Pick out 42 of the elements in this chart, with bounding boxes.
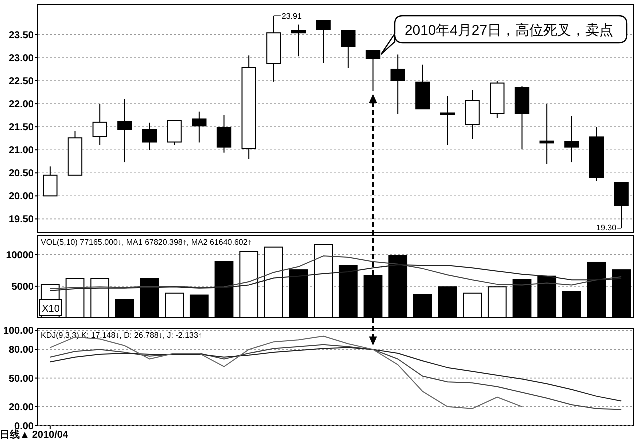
candlestick bbox=[316, 20, 331, 64]
line-series bbox=[50, 264, 622, 292]
y-tick-label: 21.50 bbox=[8, 122, 34, 134]
line-series bbox=[50, 344, 622, 410]
candlestick bbox=[291, 24, 306, 58]
y-tick-label: 20.00 bbox=[8, 192, 34, 203]
y-tick-label: 22.00 bbox=[8, 100, 34, 111]
candlestick bbox=[564, 116, 580, 164]
y-tick-label: 10000 bbox=[6, 250, 34, 262]
y-tick-label: 22.50 bbox=[8, 76, 34, 88]
candlestick bbox=[366, 50, 381, 92]
y-tick-label: 20.50 bbox=[8, 168, 34, 180]
candlestick bbox=[390, 54, 406, 115]
candlestick bbox=[142, 122, 158, 151]
line-series bbox=[50, 256, 622, 290]
chart-subtitle: VOL(5,10) 77165.000↓, MA1 67820.398↑, MA2 61640.602↑ bbox=[41, 238, 252, 247]
line-series bbox=[50, 347, 622, 402]
candlestick bbox=[118, 98, 132, 164]
annotation: 2010年4月27日，高位死叉，卖点 bbox=[405, 22, 614, 38]
candlestick bbox=[43, 166, 58, 197]
y-tick-label: 50.00 bbox=[8, 374, 34, 385]
y-tick-label: 23.00 bbox=[8, 53, 34, 64]
y-tick-label: 23.50 bbox=[8, 30, 34, 42]
x-tick-label: 2010/04 bbox=[32, 430, 69, 441]
candlestick bbox=[192, 111, 207, 144]
candlestick bbox=[92, 104, 108, 146]
chart-subtitle: KDJ(9,3,3) K: 17.148↓, D: 26.788↓, J: -2.133↑ bbox=[41, 331, 202, 340]
text: 日线▲ bbox=[0, 429, 30, 441]
candlestick bbox=[440, 96, 456, 146]
callout: 2010年4月27日，高位死叉，卖点 bbox=[380, 15, 628, 56]
y-tick-label: 19.50 bbox=[8, 214, 34, 226]
y-tick-label: 20.00 bbox=[8, 402, 34, 414]
annotation: 23.91 bbox=[282, 12, 302, 22]
candlestick bbox=[465, 90, 480, 140]
annotation: 19.30 bbox=[596, 223, 618, 232]
candlestick bbox=[167, 120, 182, 146]
y-tick-label: 21.00 bbox=[8, 146, 34, 157]
candlestick bbox=[341, 30, 356, 69]
y-tick-label: 80.00 bbox=[8, 345, 34, 356]
candlestick bbox=[216, 114, 232, 154]
y-tick-label: 100.00 bbox=[3, 326, 34, 338]
y-tick-label: 5000 bbox=[12, 282, 34, 293]
